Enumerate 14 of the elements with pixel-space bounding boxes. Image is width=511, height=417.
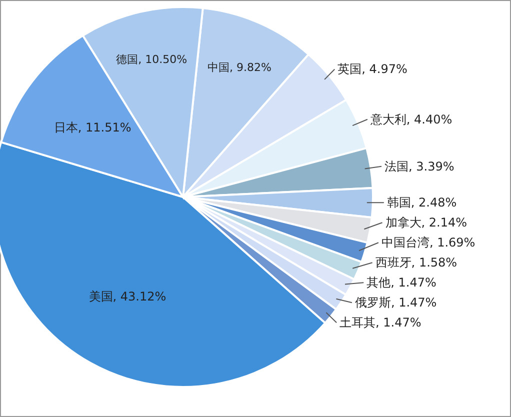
slice-label: 法国, 3.39% bbox=[384, 159, 454, 174]
slice-label: 中国台湾, 1.69% bbox=[381, 236, 476, 250]
slice-label: 德国, 10.50% bbox=[116, 52, 188, 66]
slice-label: 美国, 43.12% bbox=[88, 290, 166, 304]
slice-label: 西班牙, 1.58% bbox=[375, 256, 458, 270]
slice-label: 土耳其, 1.47% bbox=[340, 316, 422, 330]
slice-label: 中国, 9.82% bbox=[207, 61, 272, 74]
slice-label: 意大利, 4.40% bbox=[369, 112, 452, 126]
slice-label: 日本, 11.51% bbox=[54, 120, 132, 135]
slice-label: 韩国, 2.48% bbox=[386, 196, 457, 210]
slice-label: 俄罗斯, 1.47% bbox=[354, 296, 437, 310]
slice-label: 加拿大, 2.14% bbox=[385, 216, 468, 230]
slice-label: 其他, 1.47% bbox=[366, 276, 436, 290]
slice-label: 英国, 4.97% bbox=[338, 62, 408, 76]
